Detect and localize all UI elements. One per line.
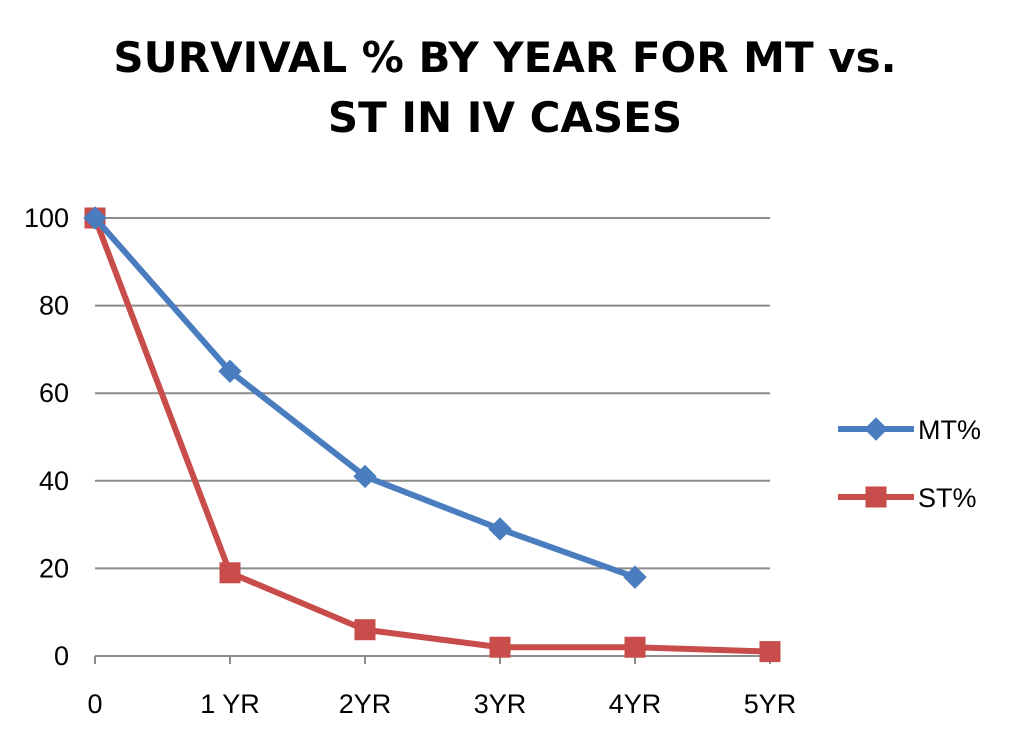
data-point-mt xyxy=(488,517,512,541)
y-tick-label: 40 xyxy=(39,466,69,496)
legend-marker-mt xyxy=(864,417,888,441)
data-point-mt xyxy=(83,206,107,230)
data-point-mt xyxy=(623,565,647,589)
series-line-st xyxy=(92,216,771,655)
y-tick-label: 100 xyxy=(24,203,69,233)
chart-title-line-2: ST IN IV CASES xyxy=(327,93,683,142)
y-tick-labels: 0 20 40 60 80 100 xyxy=(24,203,69,671)
series-group xyxy=(83,206,781,663)
legend-item-mt: MT% xyxy=(838,415,981,445)
y-tick-label: 60 xyxy=(39,378,69,408)
x-tick-label: 2YR xyxy=(339,689,392,719)
y-tick-label: 0 xyxy=(54,641,69,671)
y-tick-label: 80 xyxy=(39,291,69,321)
legend-marker-st xyxy=(865,486,887,508)
series-line-mt xyxy=(92,216,637,580)
x-tick-label: 1 YR xyxy=(200,689,260,719)
data-point-mt xyxy=(218,359,242,384)
data-point-st xyxy=(354,619,376,641)
chart-title: SURVIVAL % BY YEAR FOR MT vs. ST IN IV C… xyxy=(0,28,1010,148)
data-point-st xyxy=(759,641,781,663)
x-tick-labels: 0 1 YR 2YR 3YR 4YR 5YR xyxy=(87,689,796,719)
data-point-mt xyxy=(353,464,377,489)
x-tick-label: 5YR xyxy=(744,689,797,719)
x-tick-label: 0 xyxy=(87,689,102,719)
series-st xyxy=(84,207,781,663)
legend-label: MT% xyxy=(918,415,981,445)
legend: MT% ST% xyxy=(838,415,981,513)
legend-label: ST% xyxy=(918,483,977,513)
x-tick-label: 3YR xyxy=(474,689,527,719)
y-tick-label: 20 xyxy=(39,553,69,583)
axes xyxy=(94,655,771,664)
series-mt xyxy=(83,206,647,589)
data-point-st xyxy=(624,636,646,658)
x-tick-label: 4YR xyxy=(609,689,662,719)
data-point-st xyxy=(219,562,241,584)
legend-item-st: ST% xyxy=(838,483,977,513)
chart-title-line-1: SURVIVAL % BY YEAR FOR MT vs. xyxy=(113,33,897,82)
data-point-st xyxy=(489,636,511,658)
gridlines xyxy=(95,217,770,570)
